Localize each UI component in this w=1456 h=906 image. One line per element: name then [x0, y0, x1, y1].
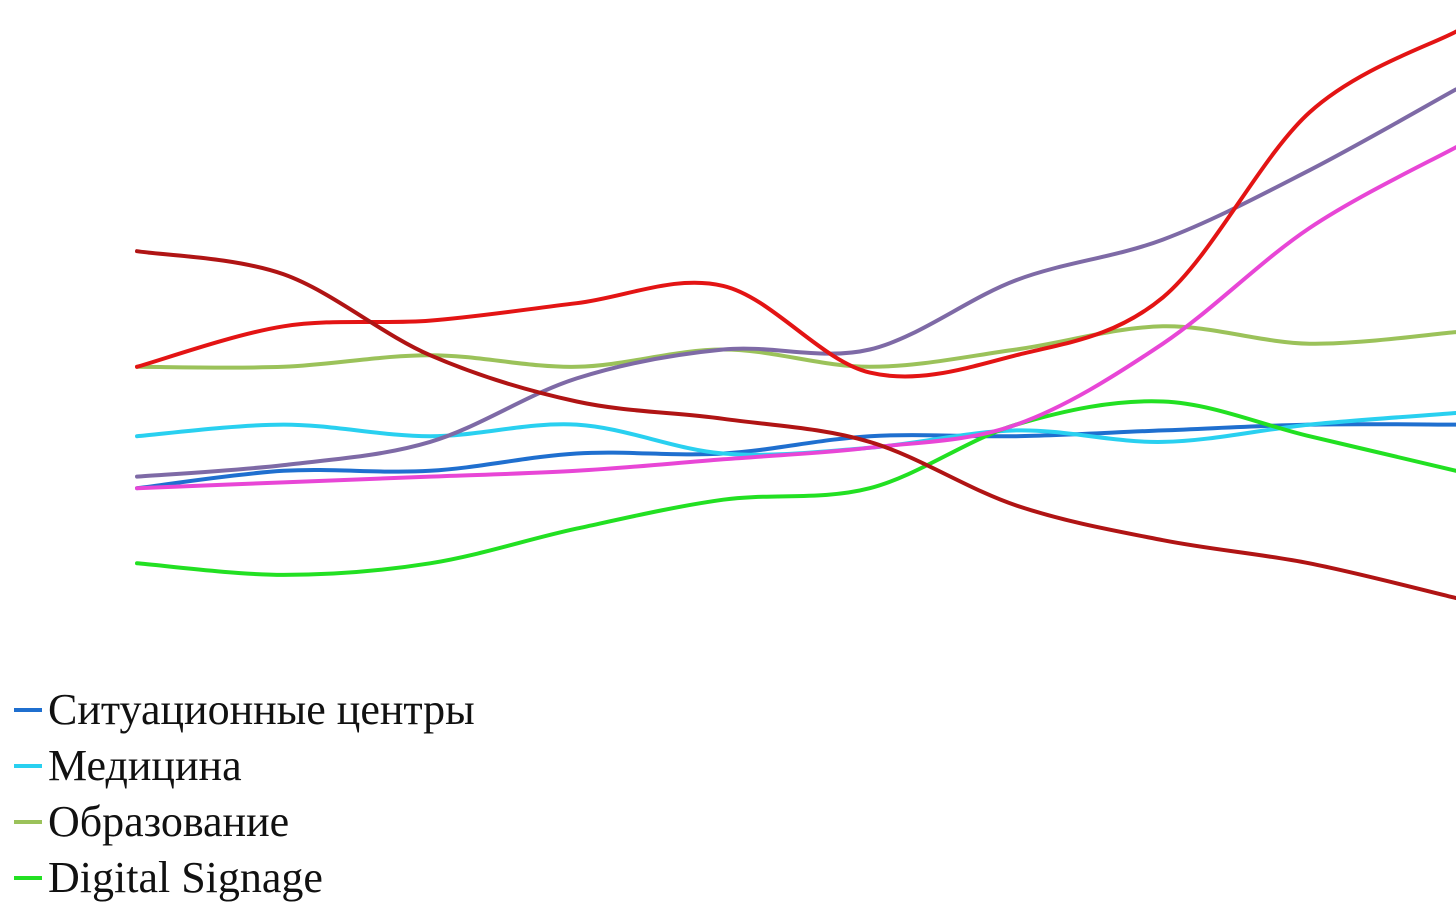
legend-item-situation-centers: Ситуационные центры — [14, 682, 475, 738]
legend-label: Ситуационные центры — [48, 685, 475, 734]
legend-swatch — [14, 764, 42, 768]
series-line-4 — [135, 399, 1456, 577]
legend-label: Digital Signage — [48, 853, 323, 902]
chart-legend: Ситуационные центры Медицина Образование… — [14, 682, 475, 906]
series-line-6 — [135, 29, 1456, 379]
legend-swatch — [14, 820, 42, 824]
line-chart — [135, 29, 1456, 600]
series-line-5 — [135, 87, 1456, 479]
legend-item-education: Образование — [14, 794, 475, 850]
series-line-8 — [135, 249, 1456, 600]
legend-item-digital-signage: Digital Signage — [14, 850, 475, 906]
series-line-1 — [135, 422, 1456, 491]
legend-swatch — [14, 876, 42, 880]
legend-label: Образование — [48, 797, 290, 846]
legend-item-medicine: Медицина — [14, 738, 475, 794]
legend-label: Медицина — [48, 741, 242, 790]
series-line-2 — [135, 411, 1456, 457]
series-line-3 — [135, 324, 1456, 370]
legend-swatch — [14, 708, 42, 712]
series-line-7 — [135, 145, 1456, 491]
